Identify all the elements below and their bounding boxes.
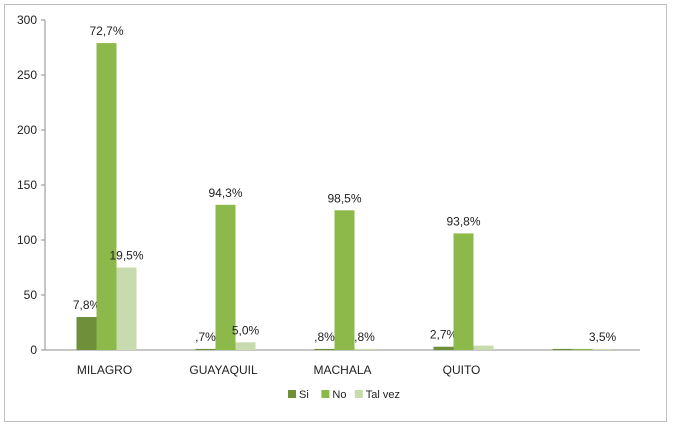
y-tick-label: 300	[17, 13, 37, 27]
legend-label: Si	[299, 389, 309, 401]
data-label: ,8%	[314, 330, 335, 344]
data-label: 19,5%	[109, 249, 143, 263]
y-tick-label: 150	[17, 178, 37, 192]
bar-si	[552, 348, 573, 350]
y-tick-label: 100	[17, 233, 37, 247]
bar-si	[76, 317, 97, 350]
bar-no	[96, 43, 117, 350]
bar-si	[314, 348, 335, 350]
category-label: MILAGRO	[77, 363, 132, 377]
data-label: 2,7%	[430, 328, 458, 342]
data-label: 72,7%	[89, 24, 123, 38]
legend-swatch-si	[288, 390, 296, 398]
bar-no	[453, 233, 474, 350]
bar-tal-vez	[473, 345, 494, 350]
data-label: 3,5%	[589, 330, 617, 344]
y-tick-label: 200	[17, 123, 37, 137]
data-label: 5,0%	[232, 323, 260, 337]
y-tick-label: 250	[17, 68, 37, 82]
bar-si	[433, 346, 454, 350]
data-label: ,8%	[354, 330, 375, 344]
data-label: ,7%	[195, 330, 216, 344]
bar-tal-vez	[354, 348, 375, 350]
bar-no	[334, 210, 355, 350]
data-label: 94,3%	[208, 186, 242, 200]
legend-swatch-no	[321, 390, 330, 398]
y-tick-label: 50	[24, 288, 38, 302]
data-label: 93,8%	[446, 214, 480, 228]
bar-si	[195, 348, 216, 350]
legend-swatch-tal-vez	[354, 390, 363, 398]
data-label: 7,8%	[73, 298, 101, 312]
y-tick-label: 0	[30, 343, 37, 357]
category-label: MACHALA	[313, 363, 371, 377]
category-label: GUAYAQUIL	[189, 363, 258, 377]
bar-no	[215, 204, 236, 350]
legend-label: No	[332, 389, 346, 401]
legend-label: Tal vez	[366, 389, 400, 401]
bar-no	[572, 348, 593, 350]
bar-tal-vez	[116, 267, 137, 350]
bar-tal-vez	[592, 348, 613, 350]
bar-tal-vez	[235, 342, 256, 350]
category-label: QUITO	[443, 363, 481, 377]
data-label: 98,5%	[327, 191, 361, 205]
